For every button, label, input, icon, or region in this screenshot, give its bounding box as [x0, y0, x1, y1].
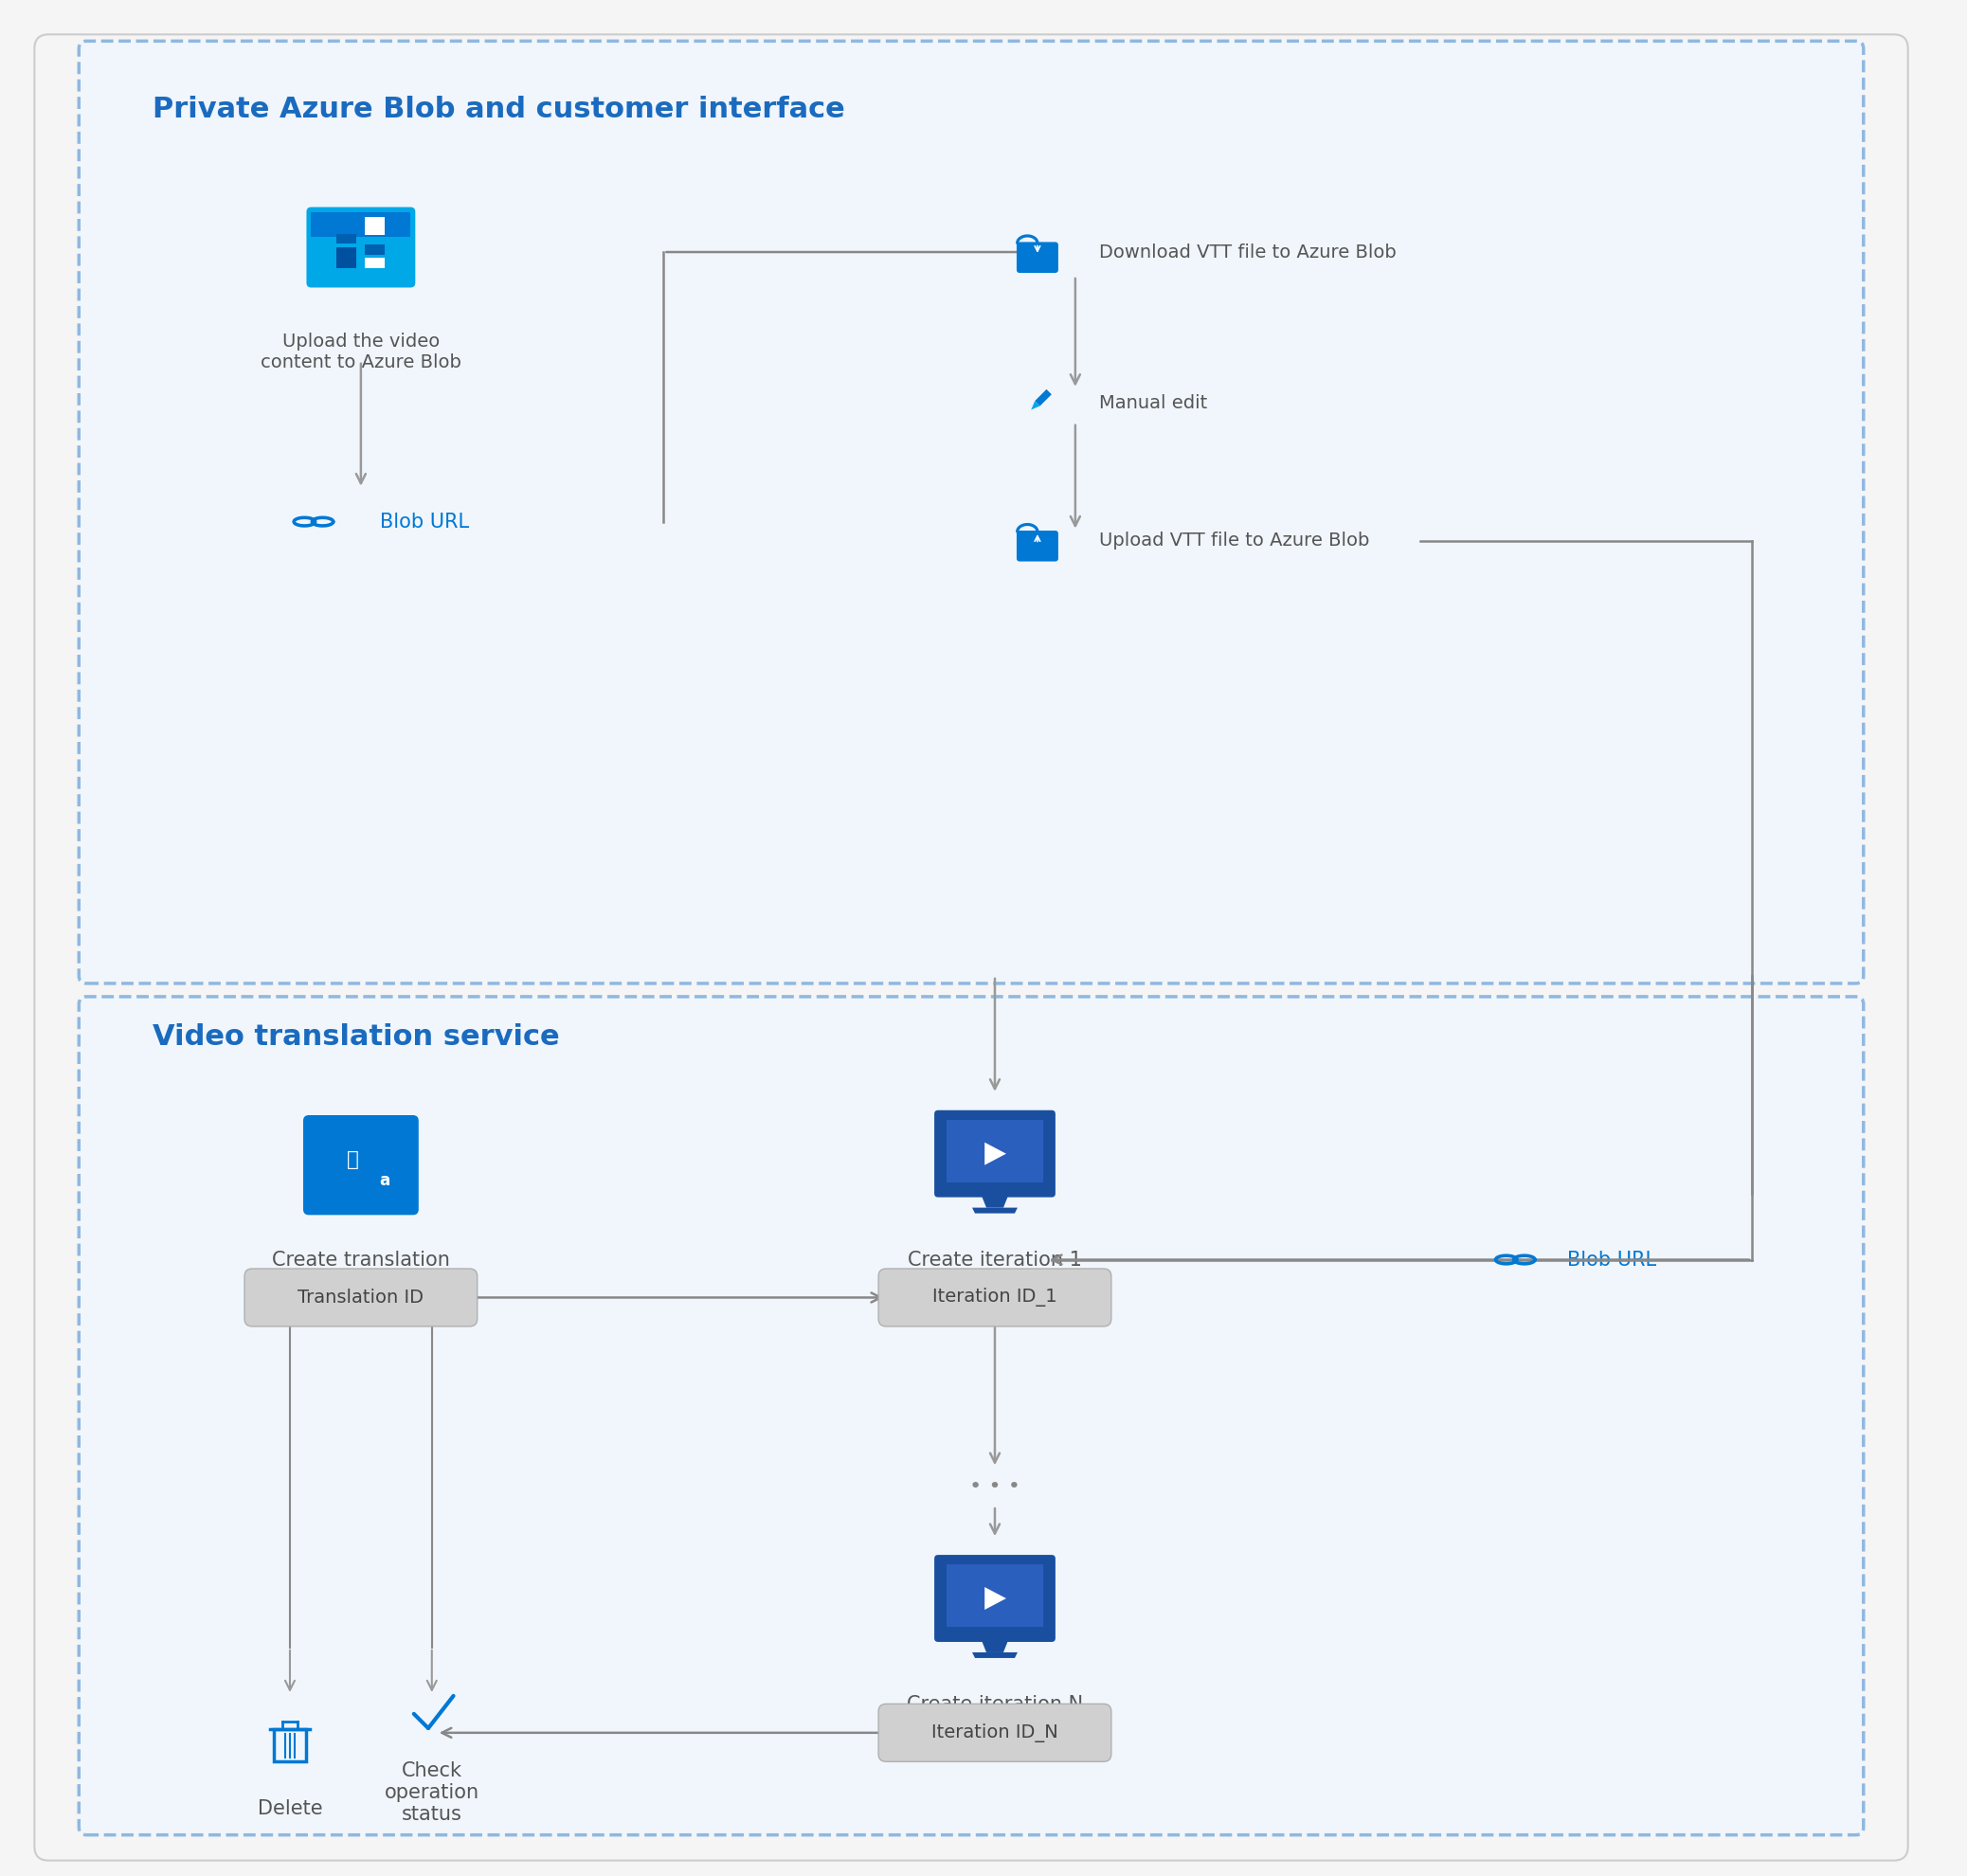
Text: Delete: Delete — [258, 1799, 323, 1818]
Polygon shape — [1035, 390, 1052, 405]
FancyBboxPatch shape — [303, 1114, 419, 1216]
FancyBboxPatch shape — [366, 218, 386, 234]
Text: Blob URL: Blob URL — [380, 512, 468, 531]
FancyBboxPatch shape — [934, 1111, 1056, 1197]
Text: Translation ID: Translation ID — [297, 1289, 425, 1306]
Polygon shape — [982, 1193, 1009, 1208]
FancyBboxPatch shape — [79, 996, 1863, 1835]
Text: a: a — [380, 1172, 389, 1189]
FancyBboxPatch shape — [35, 34, 1908, 1861]
Text: Iteration ID_N: Iteration ID_N — [932, 1724, 1058, 1743]
Text: Upload the video
content to Azure Blob: Upload the video content to Azure Blob — [260, 332, 460, 371]
FancyBboxPatch shape — [311, 212, 411, 236]
FancyBboxPatch shape — [879, 1703, 1111, 1762]
FancyBboxPatch shape — [307, 206, 415, 287]
Text: Video translation service: Video translation service — [153, 1022, 561, 1051]
FancyBboxPatch shape — [879, 1268, 1111, 1326]
Polygon shape — [982, 1638, 1009, 1653]
FancyBboxPatch shape — [1017, 531, 1058, 561]
Text: • • •: • • • — [970, 1476, 1021, 1497]
Polygon shape — [985, 1142, 1007, 1165]
Text: Create iteration N: Create iteration N — [907, 1694, 1084, 1715]
Polygon shape — [972, 1208, 1017, 1214]
FancyBboxPatch shape — [366, 259, 386, 268]
FancyBboxPatch shape — [946, 1565, 1043, 1626]
FancyBboxPatch shape — [1017, 242, 1058, 272]
Polygon shape — [1031, 401, 1041, 409]
Polygon shape — [972, 1653, 1017, 1658]
FancyBboxPatch shape — [946, 1120, 1043, 1182]
FancyBboxPatch shape — [934, 1555, 1056, 1642]
Text: Private Azure Blob and customer interface: Private Azure Blob and customer interfac… — [153, 96, 846, 124]
FancyBboxPatch shape — [244, 1268, 478, 1326]
Text: Upload VTT file to Azure Blob: Upload VTT file to Azure Blob — [1100, 531, 1369, 550]
FancyBboxPatch shape — [336, 234, 356, 244]
Text: Blob URL: Blob URL — [1568, 1249, 1656, 1270]
Text: Download VTT file to Azure Blob: Download VTT file to Azure Blob — [1100, 244, 1397, 261]
FancyBboxPatch shape — [366, 244, 386, 255]
FancyBboxPatch shape — [79, 41, 1863, 983]
Text: Check
operation
status: Check operation status — [384, 1762, 480, 1823]
FancyBboxPatch shape — [336, 248, 356, 268]
Text: Iteration ID_1: Iteration ID_1 — [932, 1289, 1056, 1308]
Text: Create translation: Create translation — [271, 1249, 450, 1270]
Text: Create iteration 1: Create iteration 1 — [907, 1249, 1082, 1270]
Polygon shape — [985, 1587, 1007, 1610]
Text: あ: あ — [346, 1150, 360, 1169]
Text: Manual edit: Manual edit — [1100, 394, 1208, 413]
